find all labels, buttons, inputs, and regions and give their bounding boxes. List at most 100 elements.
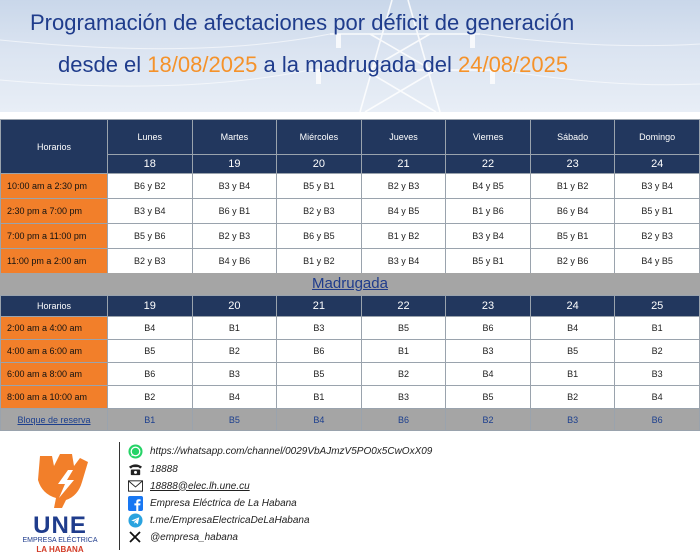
time-slot-label: 7:00 pm a 11:00 pm [0, 223, 108, 249]
date-header: 20 [276, 154, 362, 174]
day-header: Miércoles [276, 119, 362, 155]
contact-x: @empresa_habana [127, 529, 238, 545]
block-cell: B1 [360, 339, 447, 363]
block-cell: B3 [360, 385, 447, 409]
reserve-cell: B4 [276, 408, 362, 431]
block-cell: B5 y B1 [445, 248, 531, 274]
power-tower-background [0, 0, 700, 112]
block-cell: B5 [107, 339, 193, 363]
block-cell: B6 y B2 [107, 173, 193, 199]
block-cell: B3 y B4 [107, 198, 193, 224]
block-cell: B1 [191, 316, 278, 340]
madrugada-header-row: Horarios 19 20 21 22 23 24 25 [0, 295, 700, 317]
date-header: 18 [107, 154, 193, 174]
contact-telegram: t.me/EmpresaElectricaDeLaHabana [127, 512, 310, 528]
time-slot-label: 11:00 pm a 2:00 am [0, 248, 108, 274]
date-header: 20 [191, 295, 278, 317]
page-title-line1: Programación de afectaciones por déficit… [30, 10, 575, 35]
block-cell: B6 y B1 [191, 198, 278, 224]
reserve-row: Bloque de reserva B1 B5 B4 B6 B2 B3 B6 [0, 408, 700, 431]
block-cell: B1 [614, 316, 700, 340]
mail-icon [127, 478, 143, 494]
horarios-header: Horarios [0, 295, 108, 317]
table-row: 7:00 pm a 11:00 pm B5 y B6 B2 y B3 B6 y … [0, 223, 700, 249]
block-cell: B5 [360, 316, 447, 340]
facebook-page[interactable]: Empresa Eléctrica de La Habana [150, 497, 297, 509]
block-cell: B3 [191, 362, 278, 386]
block-cell: B3 [614, 362, 700, 386]
block-cell: B6 y B4 [529, 198, 616, 224]
days-header-row: Horarios Lunes Martes Miércoles Jueves V… [0, 119, 700, 174]
table-row: 4:00 am a 6:00 am B5 B2 B6 B1 B3 B5 B2 [0, 339, 700, 363]
date-header: 22 [445, 154, 531, 174]
block-cell: B2 y B6 [529, 248, 616, 274]
time-slot-label: 10:00 am a 2:30 pm [0, 173, 108, 199]
date-header: 19 [107, 295, 193, 317]
date-header: 21 [276, 295, 362, 317]
block-cell: B2 [360, 362, 447, 386]
table-row: 10:00 am a 2:30 pm B6 y B2 B3 y B4 B5 y … [0, 173, 700, 199]
block-cell: B3 y B4 [445, 223, 531, 249]
page-title-line2: desde el 18/08/2025 a la madrugada del 2… [58, 52, 568, 78]
horarios-header: Horarios [0, 119, 108, 174]
block-cell: B5 [276, 362, 362, 386]
footer-divider [119, 442, 120, 550]
block-cell: B2 [529, 385, 616, 409]
block-cell: B6 [276, 339, 362, 363]
email-link[interactable]: 18888@elec.lh.une.cu [150, 480, 250, 492]
block-cell: B5 y B1 [276, 173, 362, 199]
block-cell: B1 y B2 [360, 223, 447, 249]
block-cell: B2 y B3 [191, 223, 278, 249]
time-slot-label: 2:00 am a 4:00 am [0, 316, 108, 340]
telegram-link[interactable]: t.me/EmpresaElectricaDeLaHabana [150, 514, 310, 526]
block-cell: B4 y B5 [445, 173, 531, 199]
block-cell: B4 y B6 [191, 248, 278, 274]
block-cell: B1 y B6 [445, 198, 531, 224]
block-cell: B4 y B5 [614, 248, 700, 274]
date-header: 22 [360, 295, 447, 317]
reserve-cell: B6 [360, 408, 447, 431]
day-header: Lunes [107, 119, 193, 155]
day-schedule-table: Horarios Lunes Martes Miércoles Jueves V… [0, 119, 700, 274]
block-cell: B3 [276, 316, 362, 340]
dates-header-row: 18 19 20 21 22 23 24 [1, 154, 700, 174]
block-cell: B1 y B2 [529, 173, 616, 199]
reserve-label: Bloque de reserva [0, 408, 108, 431]
time-slot-label: 4:00 am a 6:00 am [0, 339, 108, 363]
block-cell: B3 y B4 [614, 173, 700, 199]
facebook-icon [127, 495, 143, 511]
telegram-icon [127, 512, 143, 528]
title-middle: a la madrugada del [257, 52, 458, 77]
block-cell: B2 [107, 385, 193, 409]
day-header: Martes [191, 119, 278, 155]
time-slot-label: 8:00 am a 10:00 am [0, 385, 108, 409]
block-cell: B3 y B4 [191, 173, 278, 199]
date-header: 24 [529, 295, 616, 317]
contact-email: 18888@elec.lh.une.cu [127, 478, 250, 494]
date-header: 19 [191, 154, 278, 174]
madrugada-table: Horarios 19 20 21 22 23 24 25 2:00 am a … [0, 295, 700, 431]
block-cell: B4 [107, 316, 193, 340]
logo-subtitle: EMPRESA ELÉCTRICA [22, 537, 98, 544]
day-header: Viernes [445, 119, 531, 155]
block-cell: B5 y B6 [107, 223, 193, 249]
whatsapp-link[interactable]: https://whatsapp.com/channel/0029VbAJmzV… [150, 445, 433, 457]
reserve-cell: B3 [529, 408, 616, 431]
day-header: Jueves [360, 119, 447, 155]
une-logo-icon [38, 454, 88, 508]
block-cell: B4 [529, 316, 616, 340]
date-header: 23 [529, 154, 616, 174]
header-banner: Programación de afectaciones por déficit… [0, 0, 700, 112]
reserve-cell: B6 [614, 408, 700, 431]
logo-city: LA HABANA [36, 545, 84, 554]
block-cell: B2 [614, 339, 700, 363]
block-cell: B6 [107, 362, 193, 386]
x-handle[interactable]: @empresa_habana [150, 531, 238, 543]
block-cell: B6 [445, 316, 531, 340]
start-date: 18/08/2025 [147, 52, 258, 77]
block-cell: B5 y B1 [614, 198, 700, 224]
reserve-cell: B5 [191, 408, 278, 431]
phone-icon [127, 461, 143, 477]
block-cell: B2 y B3 [107, 248, 193, 274]
